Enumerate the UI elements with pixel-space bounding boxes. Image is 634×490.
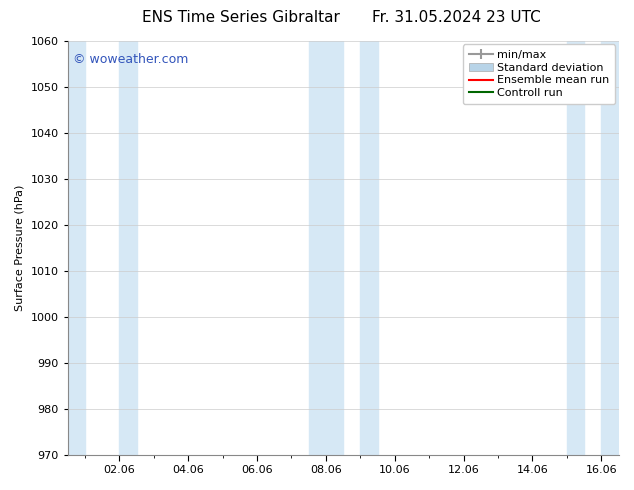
- Bar: [567, 41, 584, 455]
- Y-axis label: Surface Pressure (hPa): Surface Pressure (hPa): [15, 185, 25, 311]
- Bar: [360, 41, 378, 455]
- Text: ENS Time Series Gibraltar: ENS Time Series Gibraltar: [142, 10, 340, 25]
- Legend: min/max, Standard deviation, Ensemble mean run, Controll run: min/max, Standard deviation, Ensemble me…: [463, 45, 615, 104]
- Bar: [309, 41, 343, 455]
- Text: © woweather.com: © woweather.com: [73, 53, 188, 67]
- Bar: [601, 41, 619, 455]
- Bar: [119, 41, 136, 455]
- Bar: [68, 41, 85, 455]
- Text: Fr. 31.05.2024 23 UTC: Fr. 31.05.2024 23 UTC: [372, 10, 541, 25]
